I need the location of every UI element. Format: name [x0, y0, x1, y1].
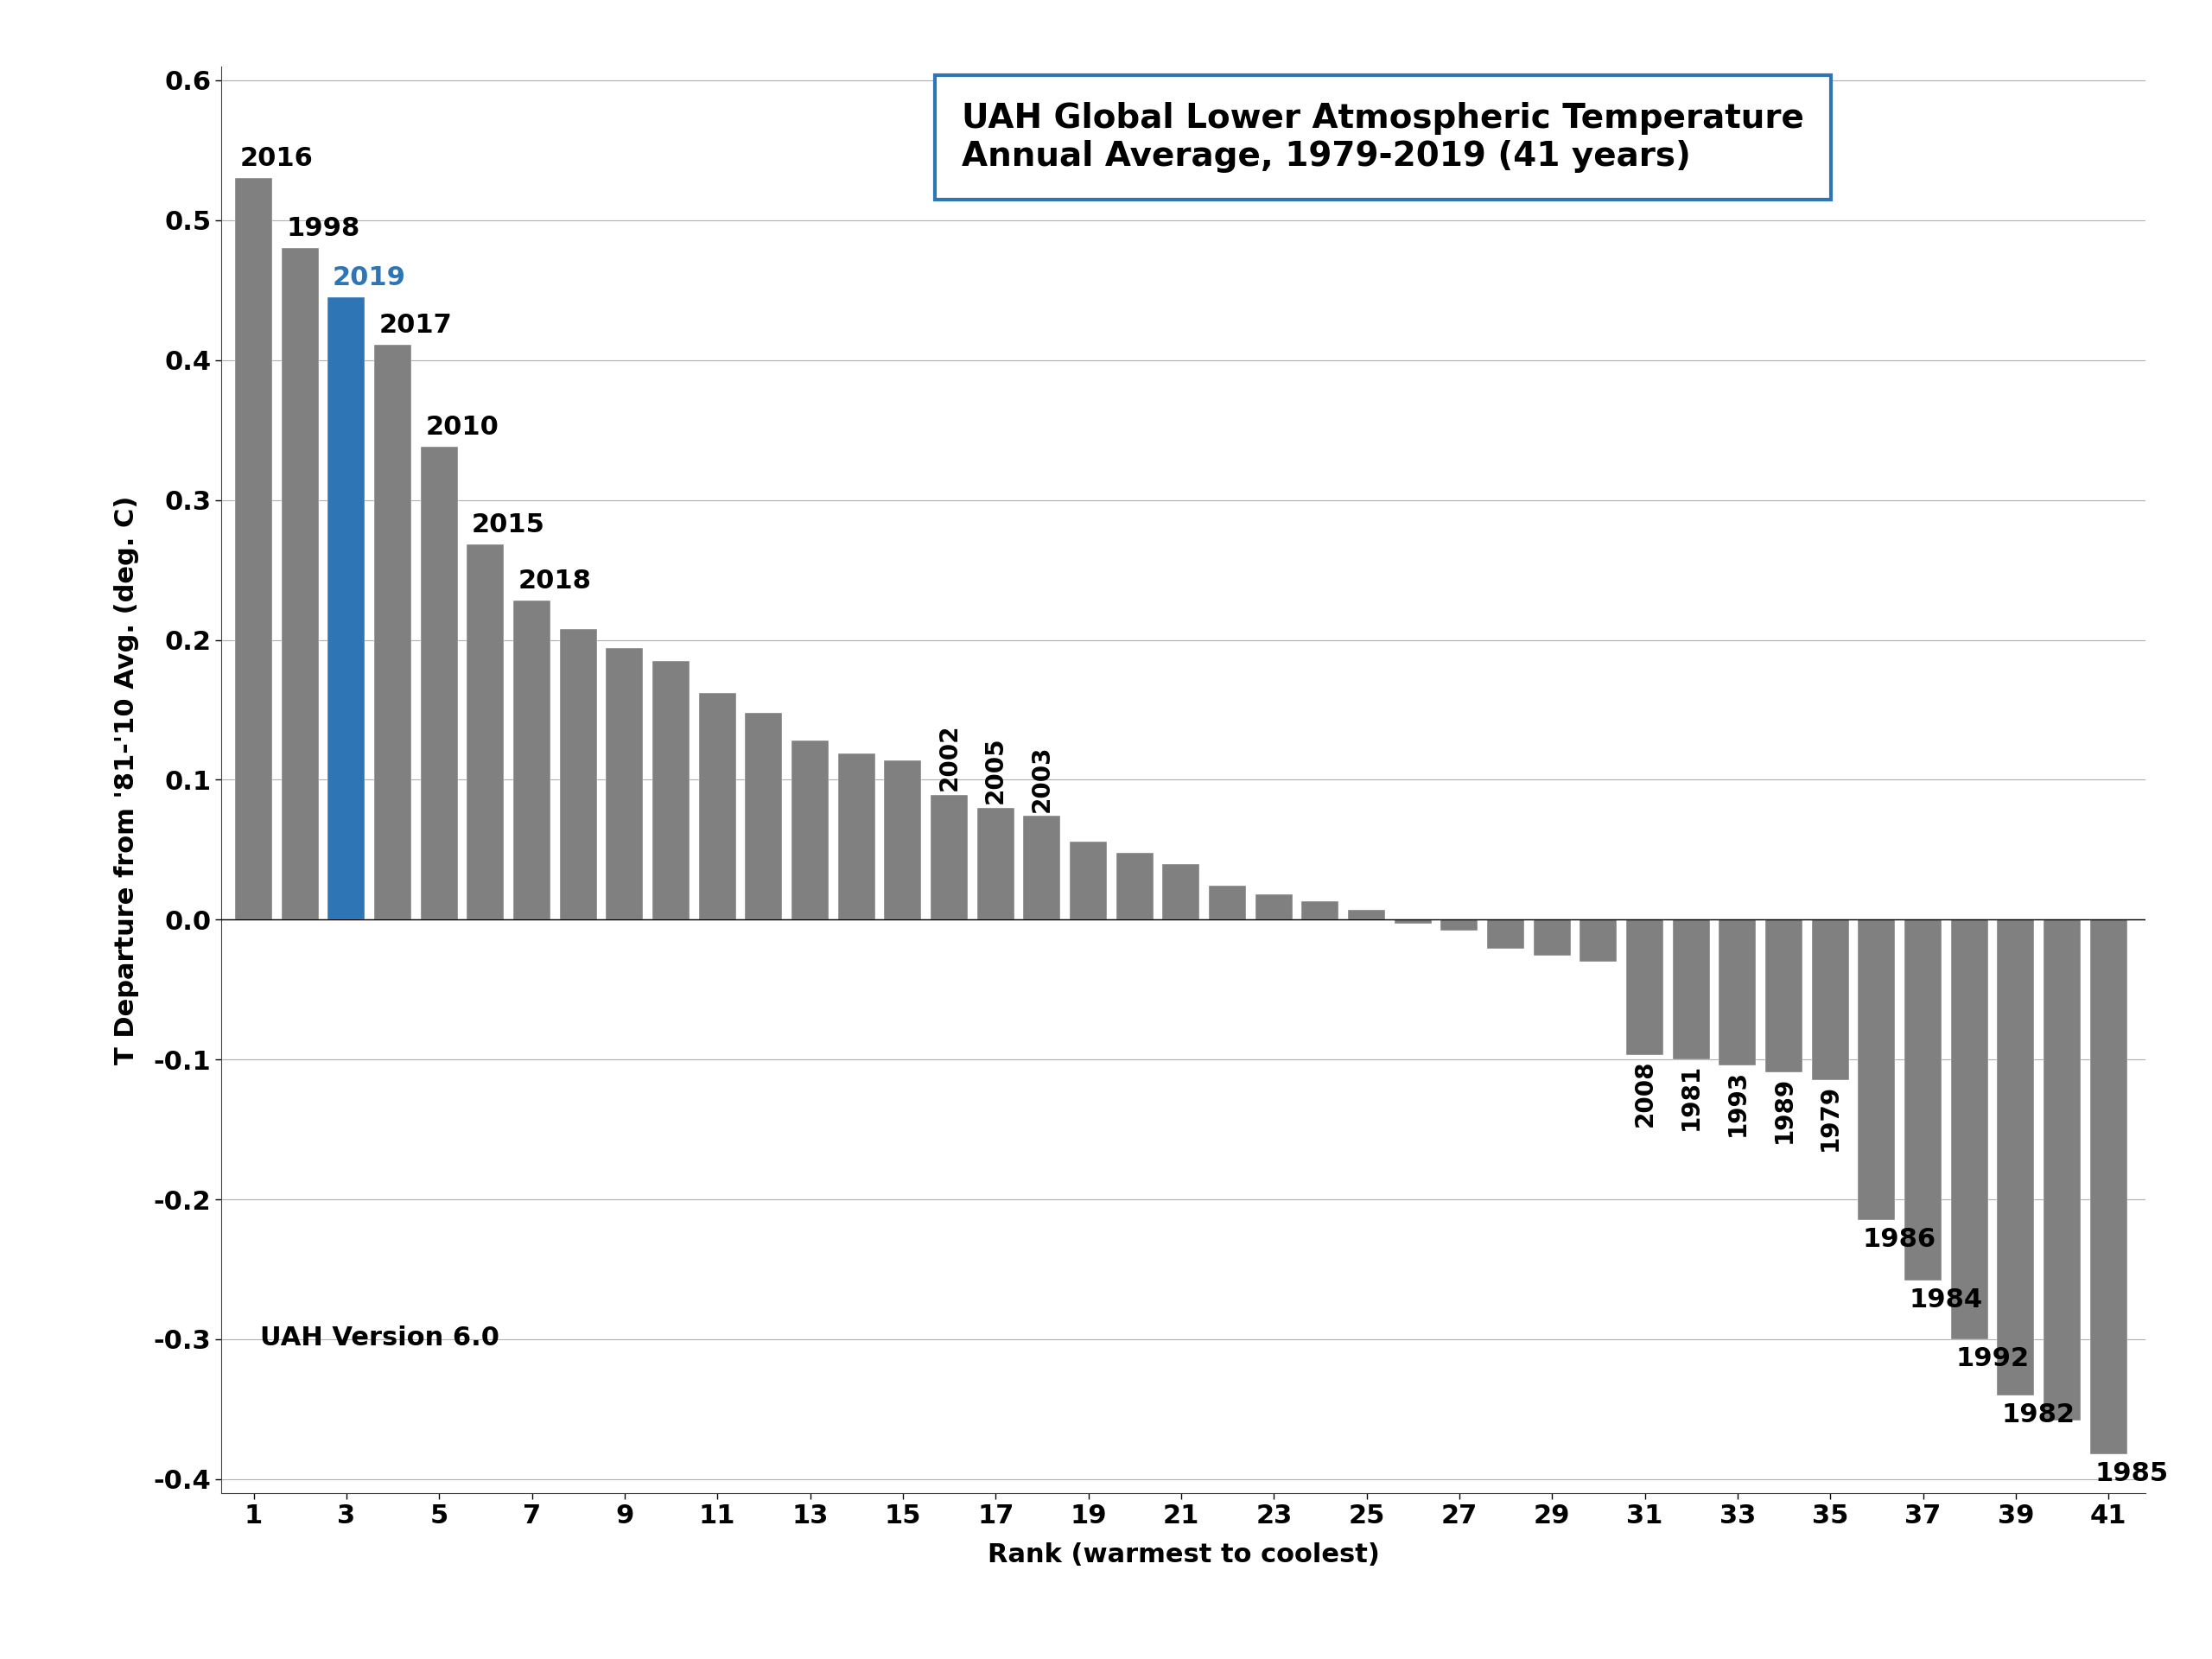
Bar: [931, 795, 969, 919]
Bar: [2090, 919, 2128, 1453]
Text: 2010: 2010: [425, 415, 498, 440]
Bar: [374, 345, 411, 919]
Bar: [885, 760, 922, 919]
Bar: [978, 808, 1013, 919]
Bar: [1719, 919, 1756, 1065]
Bar: [2044, 919, 2081, 1420]
Text: 2005: 2005: [984, 737, 1009, 803]
Bar: [281, 249, 319, 919]
Bar: [1486, 919, 1524, 949]
Text: 2016: 2016: [239, 146, 314, 171]
Bar: [1164, 864, 1199, 919]
Text: 1993: 1993: [1725, 1070, 1750, 1136]
X-axis label: Rank (warmest to coolest): Rank (warmest to coolest): [987, 1543, 1380, 1568]
Bar: [606, 649, 644, 919]
Text: 1981: 1981: [1679, 1063, 1703, 1130]
Bar: [1765, 919, 1803, 1072]
Bar: [1858, 919, 1896, 1221]
Text: 1986: 1986: [1863, 1228, 1936, 1253]
Bar: [1024, 816, 1060, 919]
Bar: [699, 693, 737, 919]
Text: 1998: 1998: [285, 216, 361, 241]
Bar: [1626, 919, 1663, 1055]
Bar: [560, 629, 597, 919]
Text: 2019: 2019: [332, 265, 407, 290]
Text: 2018: 2018: [518, 569, 591, 594]
Bar: [1117, 853, 1152, 919]
Text: 2008: 2008: [1632, 1060, 1657, 1126]
Text: 2017: 2017: [378, 312, 451, 338]
Bar: [1997, 919, 2035, 1395]
Text: 2015: 2015: [471, 513, 544, 538]
Bar: [467, 544, 504, 919]
Text: 1984: 1984: [1909, 1287, 1982, 1312]
Bar: [1071, 841, 1106, 919]
Bar: [838, 753, 876, 919]
Bar: [653, 660, 690, 919]
Bar: [1579, 919, 1617, 962]
Text: 1982: 1982: [2002, 1402, 2075, 1427]
Bar: [1905, 919, 1942, 1281]
Y-axis label: T Departure from '81-'10 Avg. (deg. C): T Departure from '81-'10 Avg. (deg. C): [113, 496, 139, 1063]
Bar: [1254, 894, 1292, 919]
Text: 2003: 2003: [1031, 745, 1055, 811]
Text: 1985: 1985: [2095, 1462, 2168, 1486]
Bar: [420, 446, 458, 919]
Bar: [513, 601, 551, 919]
Bar: [1347, 909, 1385, 919]
Text: 1992: 1992: [1955, 1345, 2028, 1372]
Bar: [1672, 919, 1710, 1060]
Bar: [745, 713, 783, 919]
Text: 1989: 1989: [1772, 1077, 1796, 1143]
Bar: [792, 740, 830, 919]
Bar: [1440, 919, 1478, 931]
Bar: [1210, 886, 1245, 919]
Bar: [1394, 919, 1431, 924]
Bar: [1533, 919, 1571, 956]
Text: UAH Global Lower Atmospheric Temperature
Annual Average, 1979-2019 (41 years): UAH Global Lower Atmospheric Temperature…: [962, 103, 1805, 173]
Bar: [234, 178, 272, 919]
Bar: [1812, 919, 1849, 1080]
Text: 1979: 1979: [1818, 1085, 1843, 1151]
Text: 2002: 2002: [938, 723, 962, 791]
Text: UAH Version 6.0: UAH Version 6.0: [259, 1326, 500, 1350]
Bar: [327, 297, 365, 919]
Bar: [1951, 919, 1989, 1339]
Bar: [1301, 901, 1338, 919]
